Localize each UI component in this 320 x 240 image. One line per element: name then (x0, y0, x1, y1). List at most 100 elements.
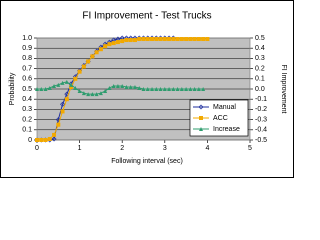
marker (35, 87, 39, 91)
y2-tick-label: -0.2 (255, 106, 267, 113)
marker (115, 40, 120, 45)
marker (188, 37, 193, 42)
marker (56, 82, 61, 87)
chart-title: FI Improvement - Test Trucks (82, 11, 211, 22)
marker (111, 41, 116, 46)
y2-axis-title: FI Improvement (280, 64, 287, 113)
marker (56, 122, 61, 127)
marker (141, 37, 146, 42)
x-tick-label: 3 (163, 145, 167, 152)
marker (179, 87, 184, 91)
marker (158, 37, 163, 42)
legend-marker (199, 116, 203, 120)
y2-tick-label: 0.5 (255, 35, 265, 42)
y-axis-title: Probability (9, 72, 16, 105)
marker (188, 87, 193, 91)
marker (120, 83, 125, 88)
x-tick-label: 0 (35, 145, 39, 152)
y2-tick-label: 0.4 (255, 45, 265, 52)
marker (128, 84, 133, 89)
marker (52, 132, 57, 137)
marker (77, 69, 82, 74)
chart: FI Improvement - Test Trucks Following i… (0, 0, 294, 178)
marker (64, 79, 69, 84)
y-tick-label: 0.8 (22, 55, 32, 62)
marker (86, 92, 91, 97)
marker (69, 82, 74, 87)
y-tick-label: 0.3 (22, 106, 32, 113)
y-tick-label: 0.7 (22, 65, 32, 72)
marker (120, 39, 125, 44)
marker (52, 83, 57, 88)
marker (94, 50, 99, 55)
y2-tick-label: -0.5 (255, 137, 267, 144)
y-tick-label: 0 (28, 137, 32, 144)
marker (107, 42, 112, 47)
marker (192, 37, 197, 42)
marker (64, 97, 69, 102)
marker (201, 87, 206, 91)
marker (103, 89, 108, 94)
marker (128, 38, 133, 43)
marker (43, 87, 48, 91)
y2-tick-label: -0.1 (255, 96, 267, 103)
legend-marker (199, 127, 203, 131)
marker (77, 89, 82, 94)
legend-label: Manual (213, 104, 236, 111)
marker (132, 38, 137, 43)
marker (171, 87, 176, 91)
marker (90, 92, 95, 97)
marker (192, 87, 197, 91)
marker (150, 87, 155, 91)
marker (137, 85, 142, 90)
marker (150, 37, 155, 42)
y-tick-label: 0.2 (22, 116, 32, 123)
legend-label: ACC (213, 115, 228, 122)
marker (64, 91, 70, 97)
x-tick-label: 2 (120, 145, 124, 152)
legend-marker (198, 104, 204, 110)
y-tick-label: 0.9 (22, 45, 32, 52)
y2-tick-label: 0.3 (255, 55, 265, 62)
marker (145, 37, 150, 42)
x-tick-label: 4 (205, 145, 209, 152)
marker (124, 84, 129, 89)
marker (90, 54, 95, 59)
marker (51, 136, 57, 142)
marker (175, 37, 180, 42)
marker (35, 138, 39, 142)
marker (137, 37, 142, 42)
marker (154, 37, 159, 42)
x-tick-label: 1 (78, 145, 82, 152)
marker (73, 85, 78, 90)
marker (201, 37, 206, 42)
marker (39, 87, 44, 91)
marker (94, 92, 99, 97)
legend-label: Increase (213, 126, 240, 133)
marker (81, 64, 86, 69)
y2-tick-label: -0.3 (255, 116, 267, 123)
marker (103, 44, 108, 49)
marker (132, 84, 137, 89)
marker (107, 85, 112, 90)
marker (115, 83, 120, 88)
marker (60, 101, 66, 107)
marker (184, 87, 189, 91)
series-line (37, 81, 204, 95)
marker (98, 47, 103, 52)
y-tick-label: 1.0 (22, 35, 32, 42)
marker (60, 109, 65, 114)
marker (111, 83, 116, 88)
marker (179, 37, 184, 42)
y-tick-label: 0.6 (22, 76, 32, 83)
marker (167, 87, 172, 91)
marker (47, 85, 52, 90)
marker (145, 87, 150, 91)
marker (196, 87, 201, 91)
marker (158, 87, 163, 91)
marker (205, 37, 210, 42)
marker (69, 84, 74, 89)
marker (154, 87, 159, 91)
x-axis-title: Following interval (sec) (111, 158, 183, 165)
marker (184, 37, 189, 42)
